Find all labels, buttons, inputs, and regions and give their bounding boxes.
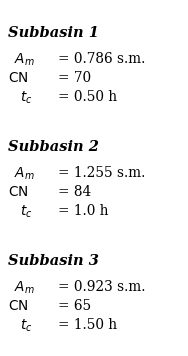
Text: $A_m$: $A_m$ xyxy=(14,166,35,182)
Text: $\mathrm{CN}$: $\mathrm{CN}$ xyxy=(8,185,28,199)
Text: $A_m$: $A_m$ xyxy=(14,280,35,297)
Text: Subbasin 1: Subbasin 1 xyxy=(8,26,99,40)
Text: = 70: = 70 xyxy=(58,71,91,85)
Text: $\mathrm{CN}$: $\mathrm{CN}$ xyxy=(8,71,28,85)
Text: = 1.50 h: = 1.50 h xyxy=(58,318,117,332)
Text: Subbasin 3: Subbasin 3 xyxy=(8,254,99,268)
Text: $t_c$: $t_c$ xyxy=(20,318,33,334)
Text: $t_c$: $t_c$ xyxy=(20,204,33,220)
Text: = 65: = 65 xyxy=(58,299,91,313)
Text: = 0.786 s.m.: = 0.786 s.m. xyxy=(58,52,145,66)
Text: $\mathrm{CN}$: $\mathrm{CN}$ xyxy=(8,299,28,313)
Text: $A_m$: $A_m$ xyxy=(14,52,35,68)
Text: Subbasin 2: Subbasin 2 xyxy=(8,140,99,154)
Text: $t_c$: $t_c$ xyxy=(20,90,33,106)
Text: = 1.255 s.m.: = 1.255 s.m. xyxy=(58,166,145,180)
Text: = 0.50 h: = 0.50 h xyxy=(58,90,117,104)
Text: = 84: = 84 xyxy=(58,185,91,199)
Text: = 1.0 h: = 1.0 h xyxy=(58,204,108,218)
Text: = 0.923 s.m.: = 0.923 s.m. xyxy=(58,280,146,294)
